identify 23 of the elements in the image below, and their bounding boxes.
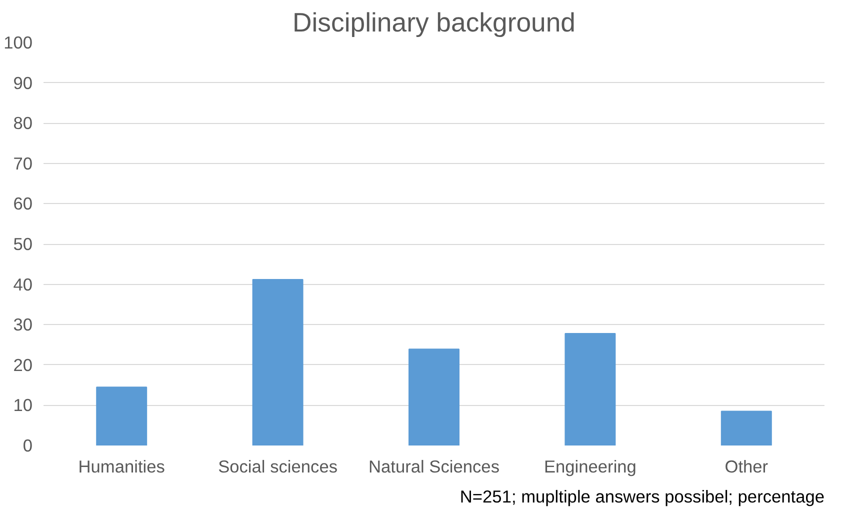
y-tick-label: 20 [13, 354, 33, 375]
y-tick-label: 70 [13, 153, 33, 174]
chart-title: Disciplinary background [292, 8, 576, 38]
bar [252, 278, 304, 446]
x-tick-label: Natural Sciences [368, 456, 500, 476]
y-tick-label: 30 [13, 314, 33, 335]
x-tick-label: Social sciences [218, 456, 338, 476]
x-tick-label: Humanities [78, 456, 166, 476]
bar [408, 348, 460, 446]
y-tick-label: 50 [13, 234, 33, 254]
y-tick-label: 90 [13, 72, 33, 93]
y-tick-label: 80 [13, 113, 33, 134]
bar [564, 332, 616, 446]
y-tick-label: 100 [4, 32, 33, 52]
x-tick-label: Other [724, 456, 768, 476]
x-tick-label: Engineering [544, 456, 636, 476]
bar [720, 410, 772, 446]
y-tick-label: 10 [13, 395, 33, 416]
text: N=251; mupltiple answers possibel; percentage [460, 486, 825, 506]
bar [96, 386, 148, 446]
y-tick-label: 40 [13, 274, 33, 294]
y-tick-label: 0 [22, 436, 33, 456]
y-tick-label: 60 [13, 194, 33, 214]
